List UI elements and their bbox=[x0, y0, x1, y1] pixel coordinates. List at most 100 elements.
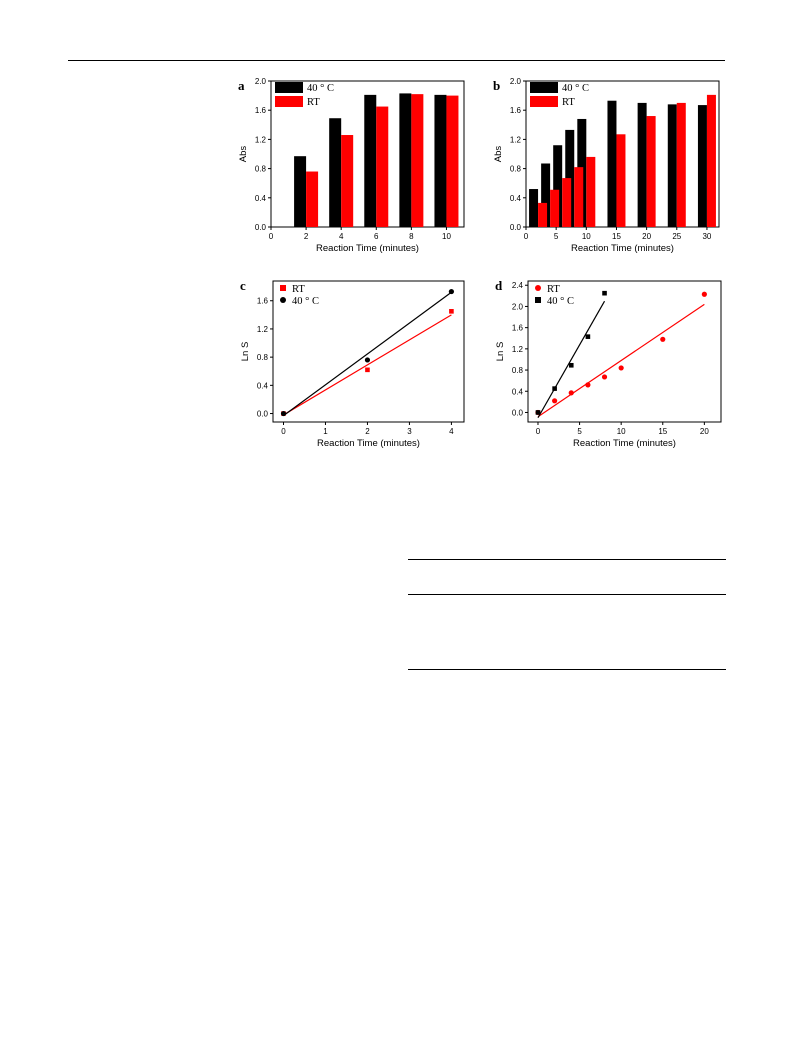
x-axis-label: Reaction Time (minutes) bbox=[573, 438, 676, 449]
data-point bbox=[535, 410, 541, 415]
legend-label: RT bbox=[307, 97, 320, 108]
data-point bbox=[585, 334, 591, 339]
data-point bbox=[601, 374, 608, 380]
bar bbox=[538, 202, 548, 227]
legend-label: 40 ° C bbox=[307, 83, 334, 94]
y-tick-label: 1.6 bbox=[255, 106, 267, 115]
bar bbox=[341, 135, 354, 227]
bar bbox=[364, 94, 377, 228]
chart-panel-b: b 0.0 0.4 0.8 1.2 1.6 2.0 0 5 10 15 20 25 30 Reaction … bbox=[493, 77, 720, 254]
legend-marker bbox=[280, 297, 286, 303]
bar bbox=[616, 134, 626, 227]
legend-label: RT bbox=[547, 284, 560, 295]
x-tick-label: 30 bbox=[702, 232, 711, 241]
y-axis-label: Ln S bbox=[495, 342, 506, 362]
y-tick-label: 0.8 bbox=[257, 353, 269, 362]
y-tick-label: 0.4 bbox=[255, 194, 267, 203]
bar bbox=[376, 106, 389, 227]
bar bbox=[294, 156, 307, 227]
legend-label: 40 ° C bbox=[562, 83, 589, 94]
bar bbox=[446, 95, 459, 227]
legend-swatch bbox=[530, 96, 558, 107]
fit-line bbox=[537, 300, 606, 419]
x-tick-label: 2 bbox=[304, 232, 309, 241]
legend-swatch bbox=[275, 82, 303, 93]
panel-label: c bbox=[240, 278, 246, 293]
x-tick-label: 5 bbox=[554, 232, 559, 241]
bar bbox=[306, 171, 319, 227]
y-tick-label: 0.0 bbox=[510, 223, 522, 232]
chart-panel-c: c 0.0 0.4 0.8 1.2 1.6 0 1 2 3 4 Reaction Time (minu… bbox=[240, 278, 465, 449]
data-point bbox=[602, 290, 607, 296]
y-tick-label: 0.0 bbox=[257, 410, 269, 419]
fit-line bbox=[283, 314, 452, 416]
x-tick-label: 3 bbox=[407, 427, 412, 436]
x-tick-label: 4 bbox=[339, 232, 344, 241]
data-point bbox=[585, 382, 591, 388]
x-tick-label: 2 bbox=[365, 427, 370, 436]
y-tick-label: 1.2 bbox=[257, 325, 269, 334]
table-bottom-rule bbox=[408, 669, 726, 670]
x-tick-label: 5 bbox=[577, 427, 582, 436]
x-tick-label: 25 bbox=[672, 232, 681, 241]
legend-swatch bbox=[530, 82, 558, 93]
y-tick-label: 1.2 bbox=[255, 135, 267, 144]
legend-label: RT bbox=[292, 284, 305, 295]
x-axis-label: Reaction Time (minutes) bbox=[316, 243, 419, 254]
x-tick-label: 15 bbox=[612, 232, 621, 241]
x-tick-label: 1 bbox=[323, 427, 328, 436]
data-point bbox=[552, 398, 558, 404]
bar bbox=[637, 102, 647, 227]
data-point bbox=[448, 288, 455, 295]
y-tick-label: 2.0 bbox=[510, 77, 522, 86]
fit-line bbox=[283, 291, 452, 417]
plot-frame bbox=[527, 280, 722, 423]
y-tick-label: 1.2 bbox=[512, 345, 524, 354]
data-point bbox=[568, 362, 574, 368]
data-point bbox=[280, 410, 287, 417]
plot-frame bbox=[272, 280, 465, 423]
y-tick-label: 0.4 bbox=[512, 387, 524, 396]
table-header-rule bbox=[408, 594, 726, 595]
x-tick-label: 0 bbox=[536, 427, 541, 436]
x-tick-label: 10 bbox=[617, 427, 626, 436]
legend-label: 40 ° C bbox=[292, 296, 319, 307]
legend-marker bbox=[280, 285, 286, 291]
data-point bbox=[618, 365, 624, 371]
chart-panel-d: d 0.0 0.4 0.8 1.2 1.6 2.0 2.4 0 5 10 15 20 Reaction T… bbox=[495, 278, 722, 449]
y-tick-label: 2.4 bbox=[512, 281, 524, 290]
x-tick-label: 6 bbox=[374, 232, 379, 241]
x-axis-label: Reaction Time (minutes) bbox=[317, 438, 420, 449]
bar bbox=[541, 163, 551, 227]
x-tick-label: 0 bbox=[269, 232, 274, 241]
y-tick-label: 0.0 bbox=[512, 408, 524, 417]
fit-line bbox=[537, 303, 705, 418]
legend-marker bbox=[535, 285, 541, 291]
x-tick-label: 0 bbox=[524, 232, 529, 241]
table-top-rule bbox=[408, 559, 726, 560]
bar bbox=[529, 189, 539, 227]
legend-label: RT bbox=[562, 97, 575, 108]
bar bbox=[697, 105, 707, 227]
bar bbox=[434, 94, 447, 228]
data-point bbox=[364, 357, 371, 363]
header-rule bbox=[68, 60, 725, 61]
bar bbox=[574, 167, 584, 227]
x-tick-label: 0 bbox=[281, 427, 286, 436]
y-tick-label: 1.6 bbox=[510, 106, 522, 115]
x-tick-label: 10 bbox=[582, 232, 591, 241]
y-axis-label: Abs bbox=[493, 146, 504, 163]
y-tick-label: 1.6 bbox=[512, 324, 524, 333]
legend-marker bbox=[535, 297, 541, 303]
x-tick-label: 20 bbox=[700, 427, 709, 436]
y-tick-label: 0.4 bbox=[257, 381, 269, 390]
bar bbox=[550, 189, 560, 227]
chart-panel-a: a 0.0 0.4 0.8 1.2 1.6 2.0 0 2 4 6 8 10 Reaction Time … bbox=[238, 77, 465, 254]
bar bbox=[329, 118, 342, 227]
panel-label: a bbox=[238, 78, 245, 93]
x-tick-label: 8 bbox=[409, 232, 414, 241]
y-tick-label: 1.2 bbox=[510, 135, 522, 144]
y-tick-label: 0.8 bbox=[512, 366, 524, 375]
y-axis-label: Abs bbox=[238, 146, 249, 163]
x-tick-label: 4 bbox=[449, 427, 454, 436]
